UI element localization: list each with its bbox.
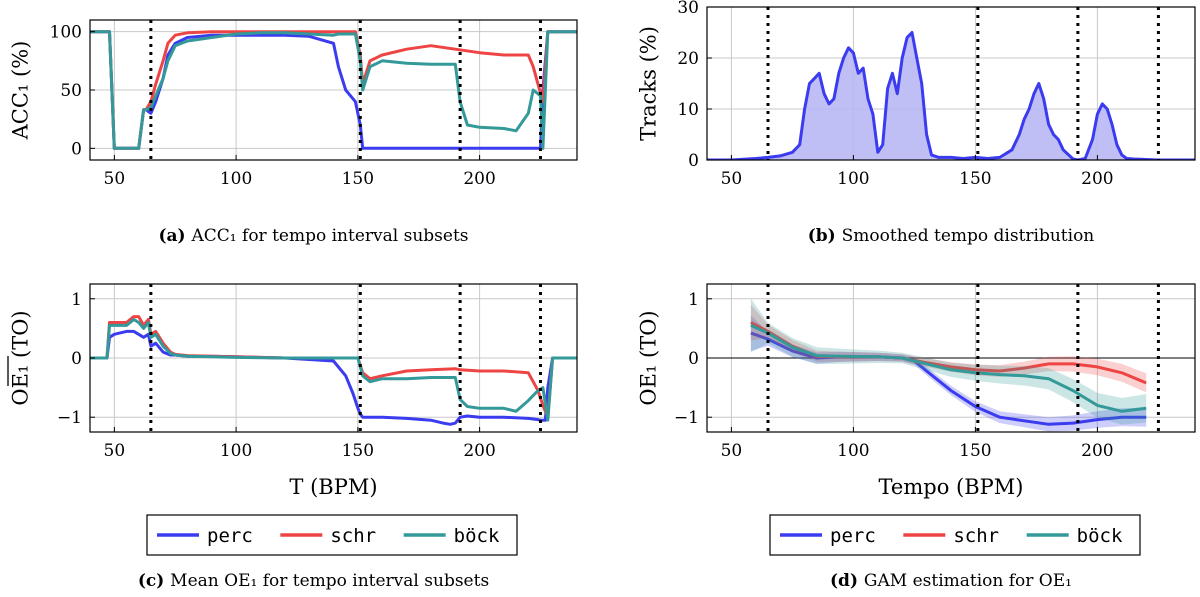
y-tick-label: 10	[677, 100, 699, 120]
chart-panel-a: 50 100 150 200 0 50 100 ACC₁ (%) (a) ACC₁ for te…	[8, 19, 578, 246]
caption-c: (c) Mean OE₁ for tempo interval subsets	[138, 571, 489, 591]
caption-d: (d) GAM estimation for OE₁	[830, 571, 1072, 591]
y-tick-label: 20	[677, 49, 699, 69]
legend-label-schr: schr	[330, 525, 376, 547]
y-tick-label: 0	[688, 151, 699, 171]
y-tick-label: −1	[674, 408, 699, 428]
legend-label-perc: perc	[207, 525, 253, 547]
x-tick-label: 200	[463, 169, 495, 189]
chart-panel-c: 50 100 150 200 −1 0 1 OE₁ (TO) T (BPM) (c) Mean O…	[7, 283, 578, 591]
series-line-schr	[90, 30, 577, 150]
x-tick-label: 50	[104, 169, 126, 189]
y-tick-label: −1	[57, 408, 82, 428]
y-axis-label: OE₁ (TO)	[636, 310, 660, 405]
caption-b: (b) Smoothed tempo distribution	[808, 226, 1095, 246]
plot-area	[90, 315, 577, 426]
legend-label-schr: schr	[953, 525, 999, 547]
legend-label-bock: böck	[454, 525, 500, 547]
legend-label-bock: böck	[1077, 525, 1123, 547]
x-tick-label: 150	[959, 169, 991, 189]
series-line-bock	[90, 30, 577, 150]
chart-panel-b: 50 100 150 200 0 10 20 30 Tracks (%) (b) Smoothed…	[636, 0, 1196, 246]
y-axis-label: OE₁ (TO)	[8, 310, 32, 405]
x-tick-label: 50	[721, 169, 743, 189]
y-tick-label: 50	[60, 81, 82, 101]
x-tick-label: 200	[463, 441, 495, 461]
y-tick-label: 30	[677, 0, 699, 18]
x-tick-label: 150	[342, 441, 374, 461]
x-tick-label: 100	[837, 441, 869, 461]
series-line-bock	[90, 318, 577, 422]
x-tick-label: 100	[220, 441, 252, 461]
x-tick-label: 200	[1081, 169, 1113, 189]
x-tick-label: 200	[1081, 441, 1113, 461]
series-line-bock	[750, 324, 1147, 413]
area-fill	[707, 32, 1195, 160]
legend-label-perc: perc	[830, 525, 876, 547]
plot-area	[707, 31, 1195, 160]
caption-a: (a) ACC₁ for tempo interval subsets	[158, 226, 468, 246]
y-axis-label: ACC₁ (%)	[8, 41, 32, 141]
y-tick-label: 0	[71, 349, 82, 369]
x-tick-label: 50	[104, 441, 126, 461]
y-tick-label: 0	[688, 349, 699, 369]
series-line-schr	[90, 315, 577, 419]
x-axis-label: Tempo (BPM)	[879, 475, 1024, 499]
confidence-band-schr	[750, 304, 1147, 393]
y-axis-label: Tracks (%)	[636, 26, 660, 141]
legend-2: perc schr böck	[769, 514, 1141, 556]
plot-area	[750, 298, 1147, 432]
legend-1: perc schr böck	[146, 514, 518, 556]
y-tick-label: 100	[50, 23, 82, 43]
x-tick-label: 150	[959, 441, 991, 461]
x-tick-label: 100	[220, 169, 252, 189]
x-tick-label: 50	[721, 441, 743, 461]
axes-frame	[706, 6, 1196, 161]
x-tick-label: 150	[342, 169, 374, 189]
confidence-band-bock	[750, 298, 1147, 425]
y-tick-label: 1	[688, 290, 699, 310]
series-line-perc	[707, 31, 1195, 160]
chart-panel-d: 50 100 150 200 −1 0 1 OE₁ (TO) Tempo (BPM) (d) GA…	[636, 283, 1196, 591]
plot-area	[90, 30, 577, 150]
x-tick-label: 100	[837, 169, 869, 189]
y-tick-label: 1	[71, 290, 82, 310]
y-tick-label: 0	[71, 139, 82, 159]
series-line-perc	[90, 329, 577, 426]
x-axis-label: T (BPM)	[289, 475, 377, 499]
